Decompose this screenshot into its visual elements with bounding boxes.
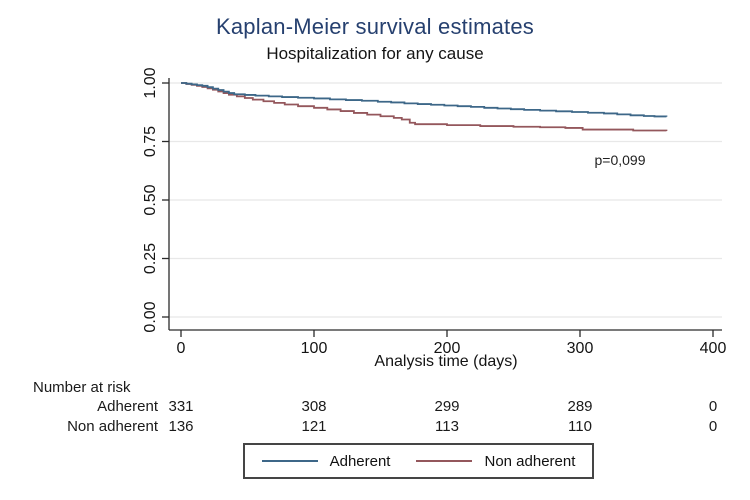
y-tick-label: 1.00 (142, 67, 159, 98)
x-tick-label: 300 (567, 340, 594, 357)
x-tick-label: 400 (700, 340, 727, 357)
risk-value: 136 (168, 418, 194, 435)
y-tick-label: 0.75 (142, 126, 159, 157)
x-tick-label: 100 (301, 340, 328, 357)
risk-value: 0 (708, 398, 718, 415)
adherent-line-swatch (261, 460, 318, 462)
risk-value: 121 (301, 418, 327, 435)
x-tick-label: 0 (177, 340, 186, 357)
legend: Adherent Non adherent (243, 443, 594, 479)
risk-value: 0 (708, 418, 718, 435)
legend-label-adherent: Adherent (329, 452, 391, 470)
x-tick-label: 200 (434, 340, 461, 357)
risk-value: 299 (434, 398, 460, 415)
y-tick-label: 0.00 (142, 301, 159, 332)
p-value-annotation: p=0,099 (594, 152, 646, 168)
risk-value: 308 (301, 398, 327, 415)
legend-item-adherent: Adherent (261, 452, 391, 470)
non-adherent-line-swatch (416, 460, 473, 462)
y-tick-label: 0.25 (142, 243, 159, 274)
y-tick-label: 0.50 (142, 184, 159, 215)
chart-subtitle: Hospitalization for any cause (266, 44, 484, 63)
risk-value: 113 (435, 418, 459, 435)
survival-curve-adherent (181, 82, 668, 118)
risk-value: 331 (168, 398, 194, 415)
risk-value: 289 (567, 398, 593, 415)
survival-curve-non-adherent (181, 82, 668, 132)
legend-item-non-adherent: Non adherent (416, 453, 575, 470)
risk-value: 110 (568, 418, 592, 435)
chart-title: Kaplan-Meier survival estimates (216, 14, 534, 39)
risk-row-label-adherent: Adherent (97, 398, 158, 415)
risk-table-header: Number at risk (33, 379, 131, 396)
legend-label-non-adherent: Non adherent (484, 452, 576, 470)
x-axis-label: Analysis time (days) (374, 353, 518, 370)
risk-row-label-non-adherent: Non adherent (67, 418, 158, 435)
